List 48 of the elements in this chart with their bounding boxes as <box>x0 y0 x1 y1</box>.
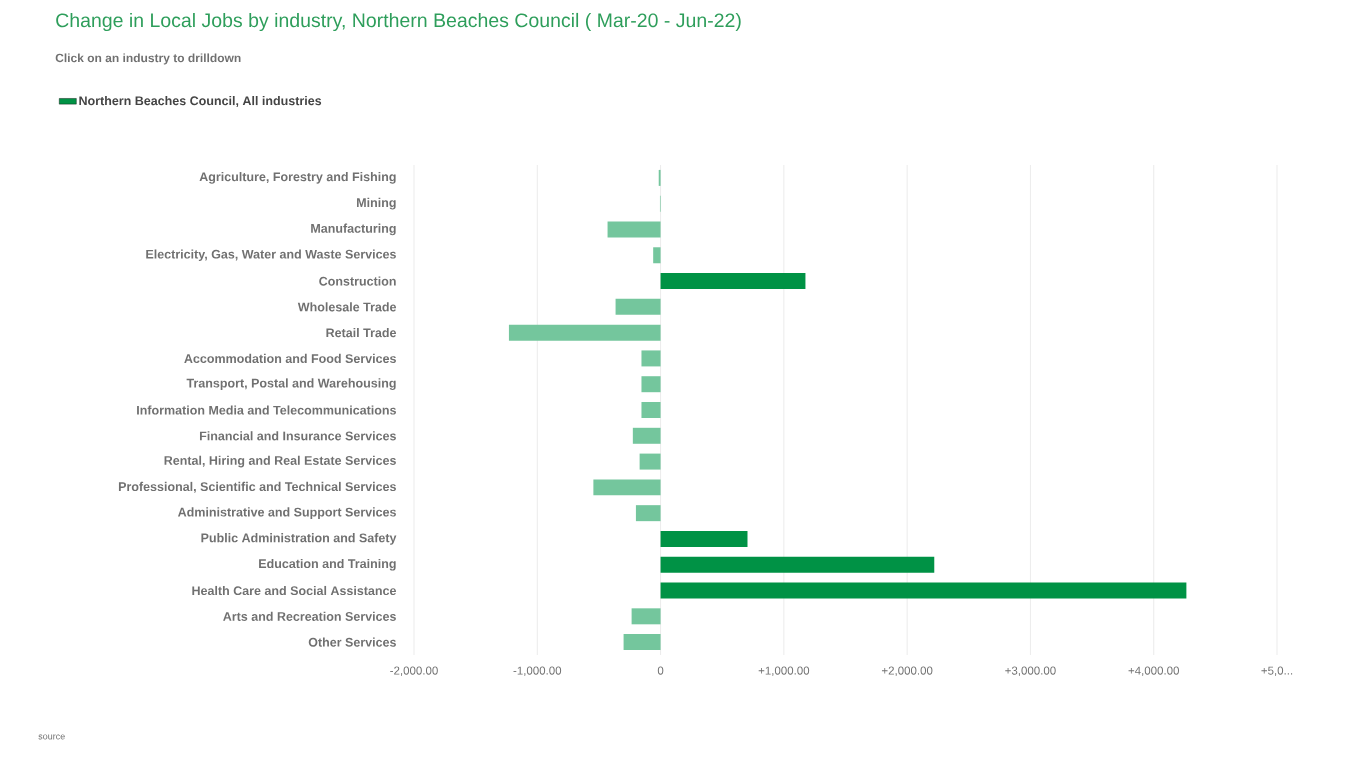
x-tick-label: +1,000.00 <box>758 666 810 677</box>
bar <box>623 634 661 651</box>
x-tick-label: -1,000.00 <box>513 666 562 677</box>
bar <box>615 298 661 315</box>
bar <box>641 402 661 418</box>
y-tick-label: Professional, Scientific and Technical Services <box>118 481 396 493</box>
y-tick-label: Electricity, Gas, Water and Waste Services <box>146 249 396 262</box>
y-tick-label: Wholesale Trade <box>297 302 397 312</box>
y-tick-label: Rental, Hiring and Real Estate Services <box>164 455 396 468</box>
y-tick-label: Transport, Postal and Warehousing <box>186 378 396 391</box>
bar <box>593 479 661 496</box>
bar <box>639 453 661 470</box>
text: Click on an industry to drilldown <box>55 53 241 65</box>
y-tick-label: Arts and Recreation Services <box>223 611 396 621</box>
x-tick-label: -2,000.00 <box>390 666 438 677</box>
y-tick-label: Manufacturing <box>311 223 396 236</box>
chart-title: Change in Local Jobs by industry, Northern Beaches Council ( Mar-20 - Jun-22) <box>56 12 741 32</box>
y-tick-label: Public Administration and Safety <box>201 533 397 545</box>
y-tick-label: Construction <box>319 276 396 286</box>
y-tick-label: Education and Training <box>259 558 396 571</box>
y-tick-label: Agriculture, Forestry and Fishing <box>199 172 396 184</box>
bar <box>508 324 661 341</box>
bar <box>631 608 661 625</box>
bar <box>641 376 661 393</box>
bar <box>607 221 661 238</box>
bar <box>660 273 806 290</box>
text: source <box>38 734 65 740</box>
bar <box>641 350 661 367</box>
x-tick-label: +2,000.00 <box>881 666 933 677</box>
bar <box>653 247 661 264</box>
y-tick-label: Financial and Insurance Services <box>199 431 396 441</box>
y-tick-label: Retail Trade <box>326 328 397 338</box>
x-tick-label: +5,0... <box>1261 666 1293 677</box>
y-tick-label: Mining <box>357 197 396 210</box>
legend-label: Northern Beaches Council, All industries <box>79 96 322 108</box>
y-tick-label: Accommodation and Food Services <box>184 353 396 364</box>
y-tick-label: Administrative and Support Services <box>177 507 396 519</box>
bar <box>635 505 661 522</box>
bar <box>660 582 1187 599</box>
x-tick-label: +4,000.00 <box>1128 666 1179 677</box>
y-tick-label: Other Services <box>308 637 396 647</box>
bar <box>660 530 748 547</box>
bar <box>632 427 661 444</box>
bar <box>660 556 935 573</box>
x-tick-label: +3,000.00 <box>1005 666 1056 677</box>
x-tick-label: 0 <box>657 666 664 675</box>
y-tick-label: Information Media and Telecommunications <box>137 405 396 415</box>
y-tick-label: Health Care and Social Assistance <box>192 585 397 596</box>
